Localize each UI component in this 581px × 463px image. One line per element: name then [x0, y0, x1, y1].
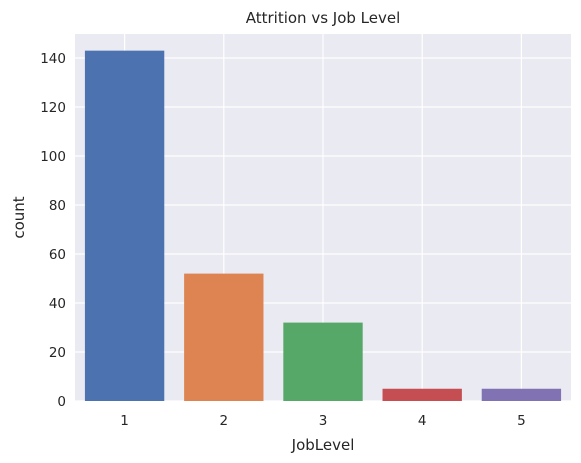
y-tick-label: 20	[49, 345, 66, 361]
y-axis-label: count	[10, 196, 28, 238]
y-tick-label: 80	[49, 198, 66, 214]
y-tick-label: 40	[49, 296, 66, 312]
y-tick-label: 120	[40, 100, 66, 116]
x-tick-label: 3	[319, 413, 328, 429]
y-tick-label: 0	[57, 394, 66, 410]
bar-joblevel-3	[283, 322, 363, 401]
bar-joblevel-2	[184, 273, 264, 401]
bar-joblevel-4	[382, 388, 462, 401]
bar-joblevel-5	[481, 388, 562, 401]
x-tick-label: 2	[220, 413, 229, 429]
x-tick-label: 4	[418, 413, 427, 429]
y-tick-label: 140	[40, 51, 66, 67]
bars	[84, 50, 562, 402]
y-tick-labels: 0 20 40 60 80 100 120 140	[40, 51, 66, 410]
x-tick-label: 5	[517, 413, 526, 429]
bar-joblevel-1	[84, 50, 165, 402]
x-axis-label: JobLevel	[291, 436, 355, 454]
x-tick-label: 1	[120, 413, 129, 429]
x-tick-labels: 1 2 3 4 5	[120, 413, 525, 429]
y-tick-label: 60	[49, 247, 66, 263]
chart-title: Attrition vs Job Level	[246, 9, 401, 27]
y-tick-label: 100	[40, 149, 66, 165]
